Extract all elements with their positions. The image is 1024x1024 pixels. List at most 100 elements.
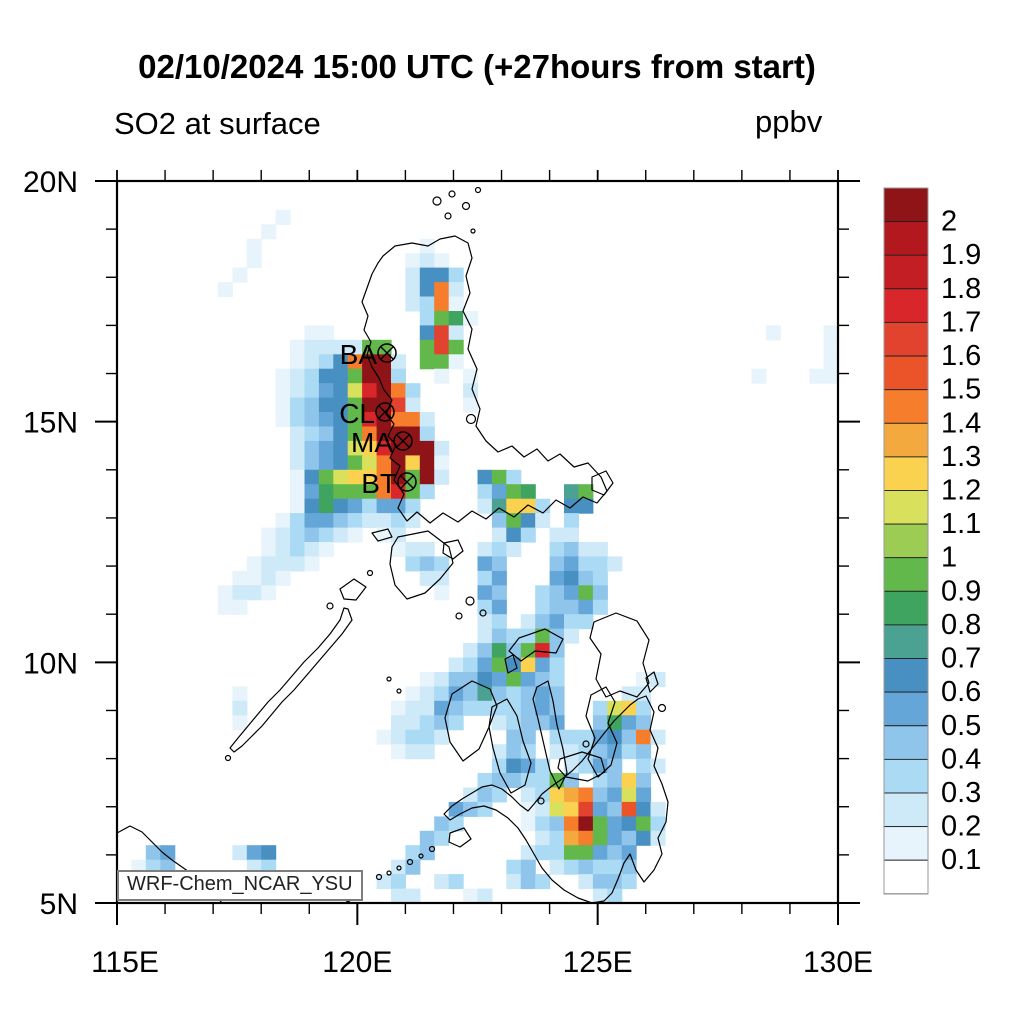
heatmap-cell <box>463 700 479 716</box>
heatmap-cell <box>463 643 479 659</box>
heatmap-cell <box>477 484 493 500</box>
coastline-romblon-3 <box>455 612 463 620</box>
model-run-label: WRF-Chem_NCAR_YSU <box>117 870 363 901</box>
heatmap-cell <box>376 484 392 500</box>
heatmap-cell <box>506 773 522 788</box>
coastline-ticao <box>504 654 518 674</box>
colorbar-cell <box>883 826 929 861</box>
heatmap-cell <box>535 758 551 774</box>
heatmap-cell <box>592 888 608 903</box>
heatmap-cell <box>506 874 522 890</box>
coastline-batanes <box>474 186 482 194</box>
heatmap-cell <box>520 715 536 731</box>
heatmap-cell <box>477 801 493 817</box>
heatmap-cell <box>578 801 594 817</box>
heatmap-cell <box>405 542 421 557</box>
coastline-calauit <box>366 569 374 577</box>
heatmap-cell <box>607 816 623 832</box>
heatmap-cell <box>506 469 522 485</box>
heatmap-cell <box>217 585 233 601</box>
heatmap-cell <box>448 874 464 890</box>
heatmap-cell <box>419 570 435 586</box>
heatmap-cell <box>376 469 392 485</box>
heatmap-cell <box>564 744 579 760</box>
heatmap-cell <box>290 440 305 456</box>
heatmap-cell <box>549 556 565 572</box>
heatmap-cell <box>592 585 608 601</box>
heatmap-cell <box>376 426 392 442</box>
heatmap-cell <box>448 686 464 702</box>
heatmap-cell <box>333 469 349 485</box>
heatmap-cell <box>535 830 551 846</box>
colorbar-cell <box>883 490 929 525</box>
colorbar-label: 1 <box>941 542 957 574</box>
heatmap-cell <box>448 700 464 716</box>
heatmap-cell <box>419 469 435 485</box>
heatmap-cell <box>347 412 363 427</box>
heatmap-cell <box>491 628 507 644</box>
heatmap-cell <box>290 498 305 514</box>
heatmap-cell <box>535 700 551 716</box>
heatmap-cell <box>823 354 838 370</box>
coastline-sulu-4 <box>396 865 402 871</box>
heatmap-cell <box>362 383 378 399</box>
heatmap-cell <box>333 412 349 427</box>
coastline-lubang <box>371 528 393 542</box>
heatmap-cell <box>535 801 551 817</box>
heatmap-cell <box>419 267 435 283</box>
heatmap-cell <box>607 845 623 861</box>
coastline-romblon-1 <box>465 596 475 606</box>
heatmap-cell <box>621 700 637 716</box>
heatmap-cell <box>362 440 378 456</box>
heatmap-cell <box>261 556 277 572</box>
heatmap-cell <box>304 498 320 514</box>
heatmap-cell <box>592 599 608 615</box>
heatmap-cell <box>621 830 637 846</box>
heatmap-cell <box>549 744 565 760</box>
heatmap-cell <box>275 397 291 413</box>
heatmap-cell <box>434 311 450 326</box>
heatmap-cell <box>318 440 334 456</box>
heatmap-cell <box>477 469 493 485</box>
heatmap-cell <box>333 426 349 442</box>
axes: 115E 120E 125E 130E 20N 15N 10N 5N <box>23 166 873 979</box>
coastline-mindanao <box>443 695 669 903</box>
heatmap-cell <box>419 426 435 442</box>
heatmap-cell <box>535 686 551 702</box>
heatmap-cell <box>823 325 838 341</box>
coastline-sulu-2 <box>418 853 424 859</box>
colorbar-label: 2 <box>941 206 957 238</box>
heatmap-cell <box>333 383 349 399</box>
colorbar-cell <box>883 355 929 391</box>
heatmap-cell <box>506 700 522 716</box>
heatmap-cell <box>318 368 334 384</box>
colorbar-cell <box>883 187 929 223</box>
heatmap-cell <box>304 412 320 427</box>
heatmap-cell <box>318 397 334 413</box>
heatmap-cell <box>304 469 320 485</box>
heatmap-cell <box>823 368 838 384</box>
heatmap-cell <box>491 686 507 702</box>
y-axis-label: 5N <box>40 888 78 921</box>
heatmap-cell <box>592 801 608 817</box>
heatmap-cell <box>463 801 479 817</box>
heatmap-cell <box>160 845 176 861</box>
heatmap-cell <box>578 816 594 832</box>
heatmap-cell <box>592 542 608 557</box>
heatmap-cell <box>506 498 522 514</box>
heatmap-cell <box>405 888 421 903</box>
heatmap-cell <box>621 729 637 745</box>
heatmap-cell <box>434 296 450 312</box>
coastline-polillo <box>465 413 477 425</box>
station-marker-circle <box>377 343 397 363</box>
heatmap-cell <box>333 397 349 413</box>
heatmap-cell <box>333 440 349 456</box>
heatmap-cell <box>290 383 305 399</box>
heatmap-cell <box>448 816 464 832</box>
heatmap-cell <box>391 715 406 731</box>
heatmap-cell <box>405 282 421 298</box>
heatmap-cell <box>362 498 378 514</box>
heatmap-cell <box>592 700 608 716</box>
heatmap-cell <box>506 527 522 543</box>
colorbar-cell <box>883 624 929 659</box>
